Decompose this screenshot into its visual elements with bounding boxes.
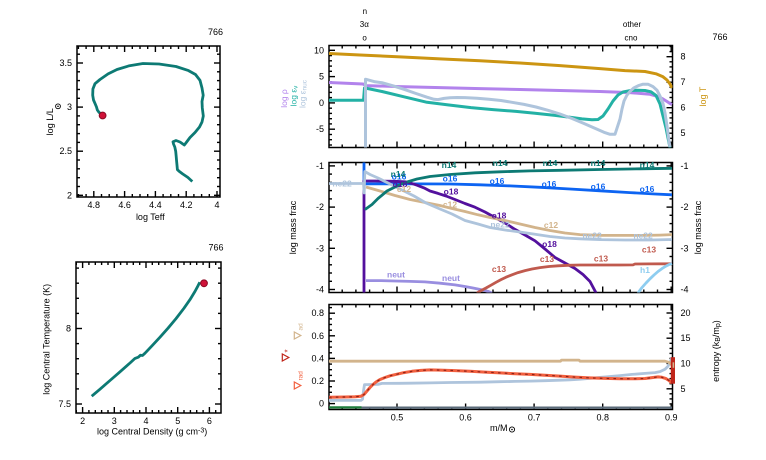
svg-text:log mass frac: log mass frac <box>693 200 703 254</box>
svg-text:n14: n14 <box>543 158 558 168</box>
svg-text:o16: o16 <box>542 179 557 189</box>
svg-text:entropy (kB/mp): entropy (kB/mp) <box>711 320 722 382</box>
svg-text:4: 4 <box>214 200 219 210</box>
svg-text:c13: c13 <box>642 245 656 255</box>
svg-text:c13: c13 <box>540 254 554 264</box>
svg-text:ne22: ne22 <box>490 219 510 229</box>
svg-text:2: 2 <box>67 190 72 200</box>
svg-text:0.6: 0.6 <box>459 413 472 423</box>
svg-text:-2: -2 <box>681 202 689 212</box>
svg-text:o18: o18 <box>492 211 507 221</box>
svg-text:0: 0 <box>319 399 324 409</box>
svg-text:5: 5 <box>175 416 180 426</box>
svg-text:m/M: m/M <box>490 423 508 433</box>
svg-text:3.5: 3.5 <box>59 58 72 68</box>
svg-text:o16: o16 <box>490 176 505 186</box>
svg-text:4.8: 4.8 <box>88 200 101 210</box>
svg-text:*: * <box>284 349 293 352</box>
svg-text:c12: c12 <box>443 200 457 210</box>
svg-text:c12: c12 <box>397 184 411 194</box>
svg-text:4.4: 4.4 <box>149 200 162 210</box>
svg-text:8: 8 <box>66 324 71 334</box>
svg-text:3: 3 <box>67 102 72 112</box>
svg-text:-3: -3 <box>681 243 689 253</box>
svg-text:-4: -4 <box>316 285 324 295</box>
svg-text:neut: neut <box>387 270 405 280</box>
svg-text:log T: log T <box>698 86 708 106</box>
svg-text:o16: o16 <box>443 174 458 184</box>
svg-text:o18: o18 <box>542 239 557 249</box>
svg-text:-2: -2 <box>316 202 324 212</box>
svg-text:cno: cno <box>625 34 638 43</box>
svg-text:5: 5 <box>681 128 686 138</box>
svg-text:o16: o16 <box>591 182 606 192</box>
svg-text:log ρ: log ρ <box>279 89 289 108</box>
svg-text:0.7: 0.7 <box>528 413 541 423</box>
svg-text:5: 5 <box>681 384 686 394</box>
svg-text:other: other <box>623 20 642 29</box>
svg-text:20: 20 <box>681 308 691 318</box>
svg-text:10: 10 <box>314 45 324 55</box>
svg-text:766: 766 <box>208 243 223 253</box>
svg-text:5: 5 <box>319 72 324 82</box>
svg-text:n14: n14 <box>591 158 606 168</box>
svg-text:0: 0 <box>319 98 324 108</box>
svg-text:neut: neut <box>442 273 460 283</box>
svg-text:0.6: 0.6 <box>311 331 324 341</box>
svg-text:15: 15 <box>681 333 691 343</box>
svg-text:0.2: 0.2 <box>311 376 324 386</box>
svg-text:8: 8 <box>681 52 686 62</box>
svg-text:0.9: 0.9 <box>665 413 678 423</box>
svg-text:0.4: 0.4 <box>311 353 324 363</box>
svg-text:6: 6 <box>207 416 212 426</box>
svg-text:ne22: ne22 <box>332 179 352 189</box>
svg-text:n14: n14 <box>493 158 508 168</box>
svg-text:0.8: 0.8 <box>596 413 609 423</box>
svg-text:c12: c12 <box>544 220 558 230</box>
svg-text:o: o <box>362 34 367 43</box>
svg-text:c13: c13 <box>594 254 608 264</box>
svg-text:h1: h1 <box>640 265 650 275</box>
svg-text:n14: n14 <box>442 160 457 170</box>
svg-text:log εν: log εν <box>289 86 300 107</box>
svg-text:ad: ad <box>298 323 305 331</box>
svg-text:log Central Temperature (K): log Central Temperature (K) <box>42 284 52 395</box>
svg-text:n14: n14 <box>391 169 406 179</box>
svg-text:o16: o16 <box>640 184 655 194</box>
svg-text:o16: o16 <box>392 172 407 182</box>
svg-text:o18: o18 <box>444 187 459 197</box>
svg-text:log mass frac: log mass frac <box>288 200 298 254</box>
svg-text:2: 2 <box>80 416 85 426</box>
svg-text:7: 7 <box>681 77 686 87</box>
svg-text:3: 3 <box>112 416 117 426</box>
svg-text:4: 4 <box>143 416 148 426</box>
svg-text:766: 766 <box>208 27 223 37</box>
svg-text:log Central Density (g cm-3): log Central Density (g cm-3) <box>97 427 207 437</box>
svg-text:-4: -4 <box>681 285 689 295</box>
svg-text:4.2: 4.2 <box>180 200 193 210</box>
svg-text:-3: -3 <box>316 243 324 253</box>
svg-text:4.6: 4.6 <box>118 200 131 210</box>
svg-text:log L/L: log L/L <box>45 108 55 135</box>
svg-text:o18: o18 <box>393 179 408 189</box>
svg-text:-1: -1 <box>316 161 324 171</box>
svg-text:log Teff: log Teff <box>136 212 165 222</box>
svg-text:n14: n14 <box>640 160 655 170</box>
svg-text:ne22: ne22 <box>582 231 602 241</box>
svg-text:766: 766 <box>712 32 727 42</box>
svg-text:-1: -1 <box>681 161 689 171</box>
svg-text:log εnuc: log εnuc <box>298 79 309 108</box>
svg-text:3α: 3α <box>360 20 369 29</box>
svg-text:6: 6 <box>681 103 686 113</box>
svg-text:2.5: 2.5 <box>59 146 72 156</box>
svg-text:n: n <box>363 7 367 16</box>
svg-text:-5: -5 <box>316 124 324 134</box>
svg-text:ne22: ne22 <box>633 231 653 241</box>
svg-text:10: 10 <box>681 359 691 369</box>
svg-text:0.8: 0.8 <box>311 308 324 318</box>
svg-text:rad: rad <box>298 371 305 381</box>
svg-text:7.5: 7.5 <box>58 399 71 409</box>
svg-text:0.5: 0.5 <box>391 413 404 423</box>
svg-text:c13: c13 <box>492 264 506 274</box>
